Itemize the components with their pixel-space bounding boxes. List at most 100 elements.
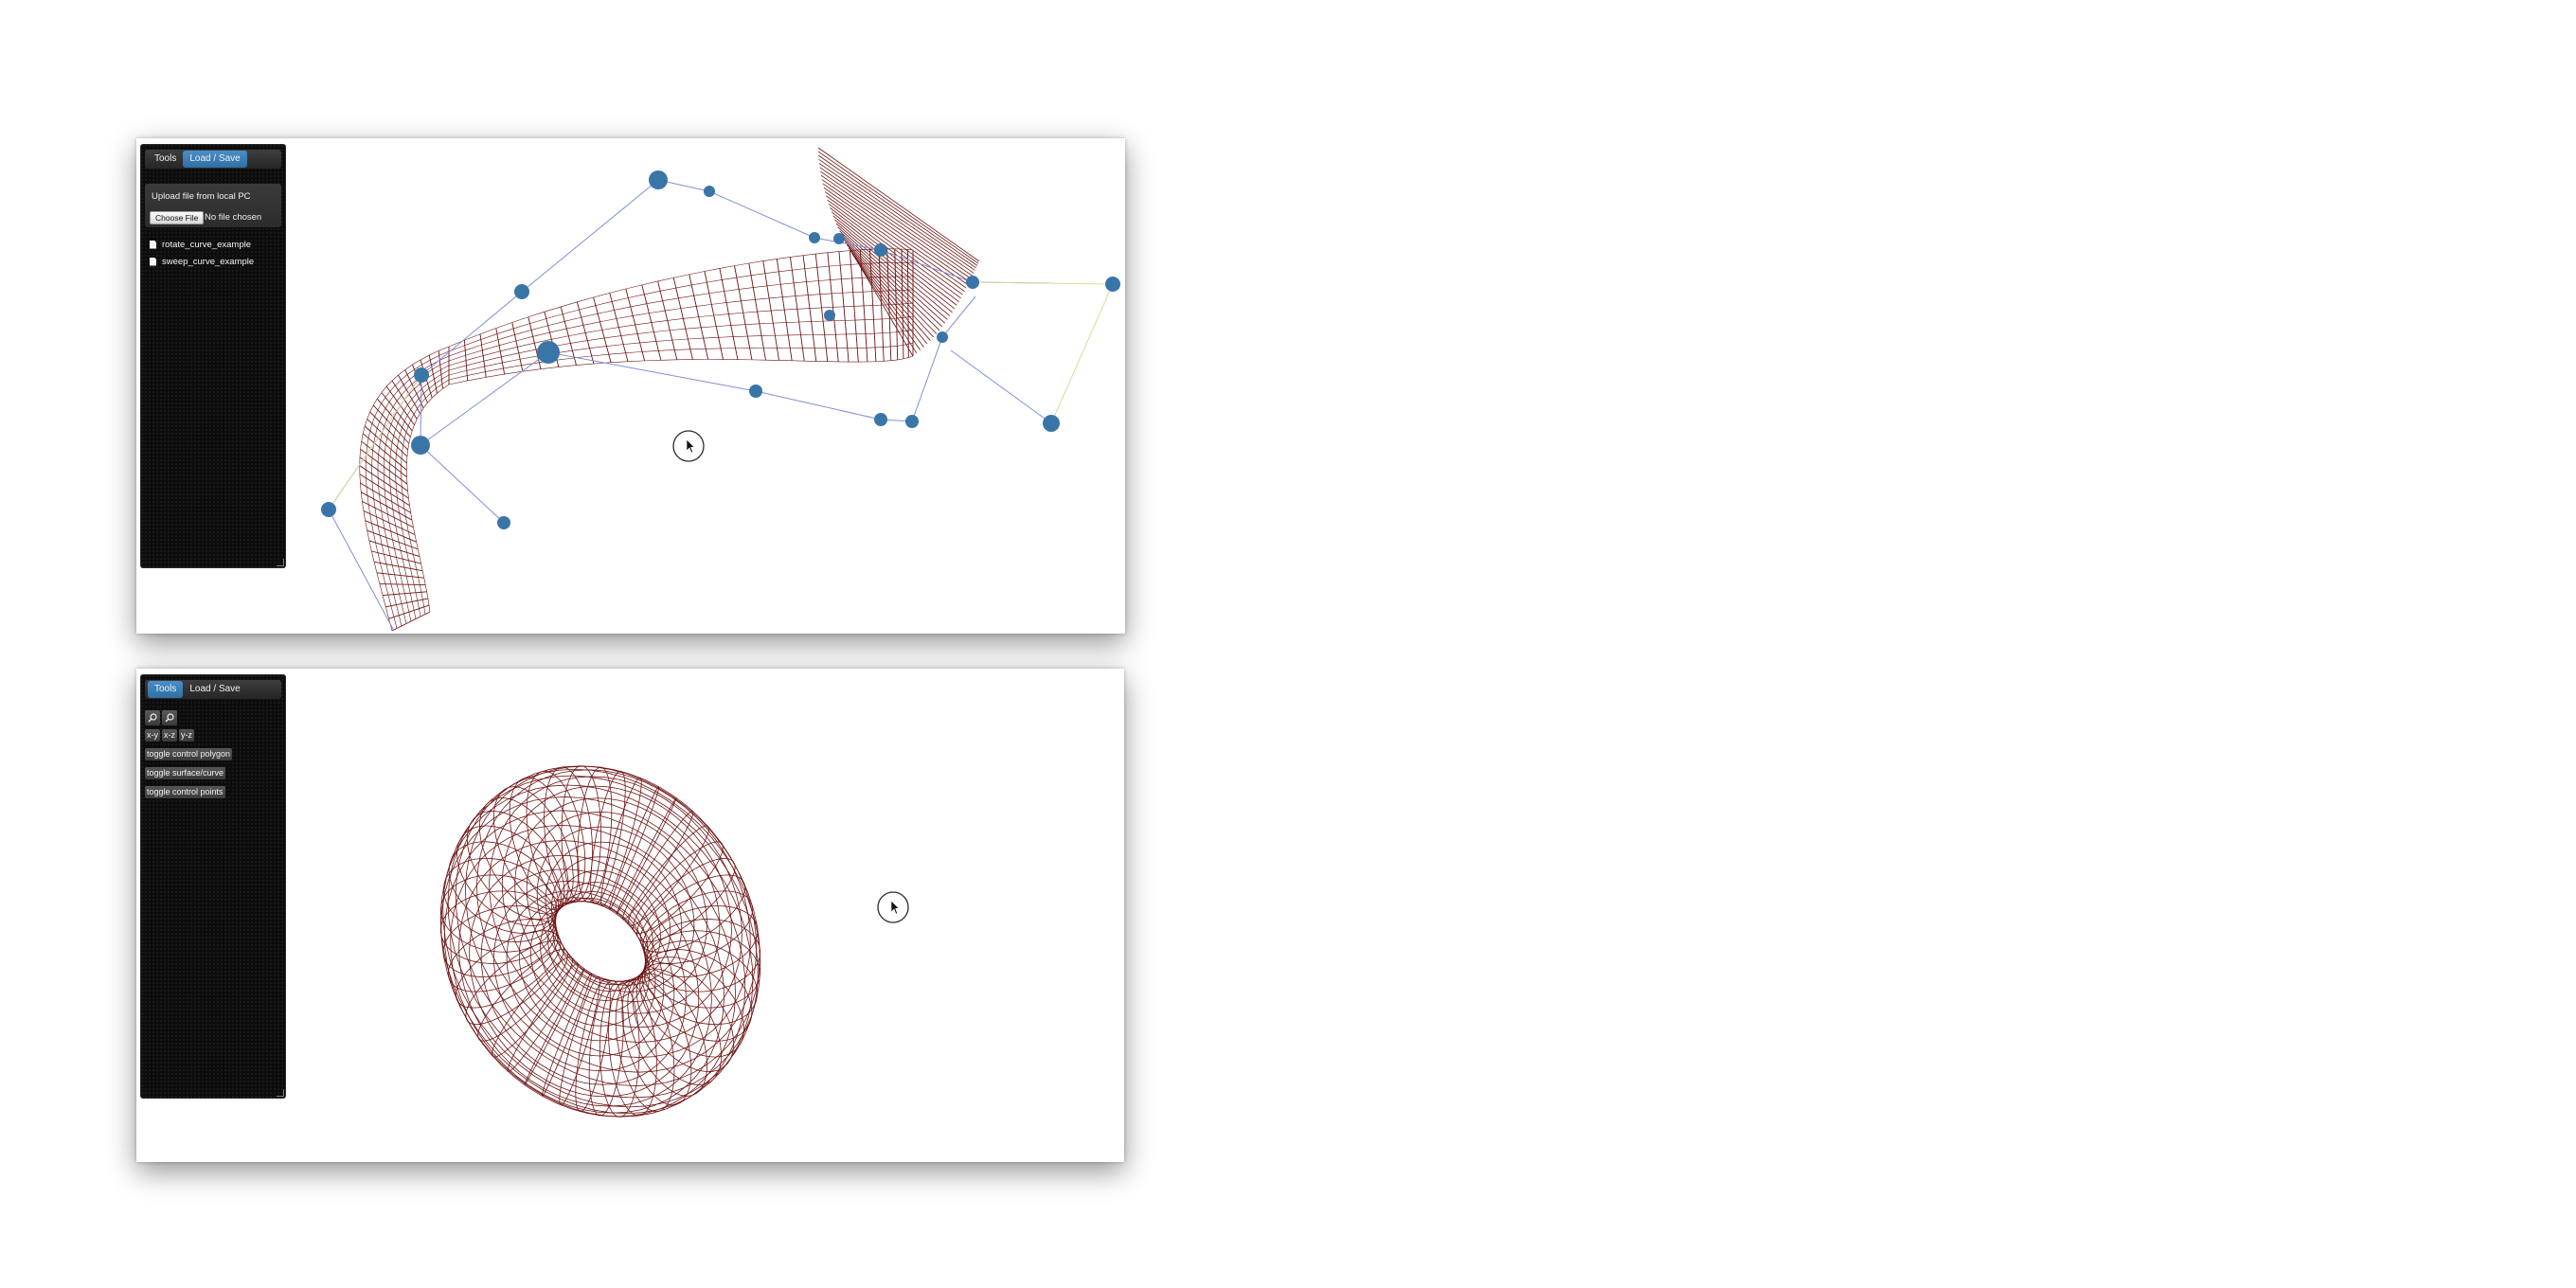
mesh-line xyxy=(568,848,576,852)
mesh-line xyxy=(486,841,495,844)
control-point[interactable] xyxy=(937,331,948,343)
mesh-line xyxy=(671,1099,687,1106)
mesh-line xyxy=(674,868,681,876)
mesh-line xyxy=(481,933,485,944)
mesh-line xyxy=(420,564,423,571)
sweep-surface-viewport[interactable] xyxy=(136,138,1125,634)
control-point[interactable] xyxy=(414,367,429,383)
mesh-line xyxy=(581,975,590,982)
control-point[interactable] xyxy=(704,186,715,197)
mesh-line xyxy=(524,991,531,1000)
control-point[interactable] xyxy=(874,413,887,426)
mesh-line xyxy=(558,802,568,808)
toggle-control-polygon-button[interactable]: toggle control polygon xyxy=(145,748,233,760)
mesh-line xyxy=(639,888,645,894)
mesh-line xyxy=(733,898,742,916)
control-point[interactable] xyxy=(966,276,979,289)
view-xy-button[interactable]: x-y xyxy=(145,729,160,742)
mesh-line xyxy=(503,906,508,920)
control-point[interactable] xyxy=(514,284,529,299)
mesh-line xyxy=(522,1021,536,1033)
mesh-line xyxy=(850,250,924,348)
mesh-line xyxy=(643,994,647,1001)
mesh-line xyxy=(624,919,630,925)
control-point[interactable] xyxy=(497,516,510,529)
mesh-line xyxy=(714,946,724,953)
mesh-line xyxy=(682,957,688,965)
mesh-line xyxy=(516,950,525,957)
rotation-surface-viewport[interactable] xyxy=(136,669,1124,1162)
file-item-sweep-curve[interactable]: sweep_curve_example xyxy=(150,256,254,267)
zoom-in-button[interactable] xyxy=(145,710,160,725)
control-point[interactable] xyxy=(809,232,820,243)
mesh-line xyxy=(568,1082,585,1090)
control-point[interactable] xyxy=(649,170,668,189)
mesh-line xyxy=(473,826,479,829)
control-point[interactable] xyxy=(411,436,430,455)
tab-load-save[interactable]: Load / Save xyxy=(189,684,241,694)
tab-tools[interactable]: Tools xyxy=(154,153,177,164)
zoom-out-button[interactable] xyxy=(162,710,177,725)
mesh-line xyxy=(583,785,600,790)
mesh-line xyxy=(535,1004,542,1011)
tab-load-save[interactable]: Load / Save xyxy=(183,151,247,168)
toggle-surface-curve-button[interactable]: toggle surface/curve xyxy=(145,767,226,779)
view-xz-button[interactable]: x-z xyxy=(162,729,177,742)
tab-tools[interactable]: Tools xyxy=(148,681,184,698)
mesh-line xyxy=(592,1064,608,1070)
mesh-line xyxy=(371,523,374,533)
control-point[interactable] xyxy=(749,385,762,398)
control-point[interactable] xyxy=(833,233,845,244)
mesh-line xyxy=(398,434,401,441)
mesh-line xyxy=(907,315,914,318)
control-point[interactable] xyxy=(321,502,336,517)
mesh-line xyxy=(599,811,610,814)
mesh-line xyxy=(652,928,659,939)
mesh-line xyxy=(588,899,597,902)
mesh-line xyxy=(602,985,607,992)
view-yz-button[interactable]: y-z xyxy=(179,729,194,742)
mesh-line xyxy=(657,277,674,282)
toggle-control-points-button[interactable]: toggle control points xyxy=(145,786,225,798)
resize-handle[interactable] xyxy=(277,1089,284,1097)
mesh-line xyxy=(599,1035,614,1040)
mesh-line xyxy=(586,1009,593,1011)
mesh-line xyxy=(402,438,405,446)
mesh-line xyxy=(625,1012,637,1014)
mesh-line xyxy=(581,1030,584,1042)
mesh-line xyxy=(574,1108,591,1114)
mesh-line xyxy=(509,936,518,941)
mesh-line xyxy=(714,894,719,906)
control-point[interactable] xyxy=(1043,415,1060,432)
mesh-line xyxy=(614,990,619,992)
mesh-line xyxy=(672,891,677,900)
mesh-line xyxy=(474,931,484,937)
mesh-line xyxy=(685,811,699,824)
mesh-line xyxy=(621,910,627,916)
mesh-line xyxy=(576,1062,579,1072)
mesh-line xyxy=(576,882,579,889)
control-point[interactable] xyxy=(905,415,919,428)
control-point[interactable] xyxy=(824,310,835,321)
mesh-line xyxy=(700,995,709,1005)
mesh-line xyxy=(546,892,555,896)
mesh-line xyxy=(501,960,510,968)
mesh-line xyxy=(613,1074,617,1084)
control-point[interactable] xyxy=(874,243,887,257)
mesh-line xyxy=(595,301,613,306)
mesh-line xyxy=(629,884,635,892)
choose-file-button[interactable]: Choose File xyxy=(150,211,205,224)
mesh-line xyxy=(416,542,419,549)
file-item-rotate-curve[interactable]: rotate_curve_example xyxy=(150,239,251,250)
mesh-line xyxy=(654,1096,662,1101)
mesh-line xyxy=(687,1036,693,1047)
mesh-line xyxy=(703,852,716,868)
mesh-line xyxy=(539,855,551,859)
resize-handle[interactable] xyxy=(277,559,284,566)
control-point[interactable] xyxy=(1105,277,1120,292)
mesh-line xyxy=(740,915,747,933)
mesh-line xyxy=(527,991,532,999)
mesh-line xyxy=(594,1110,598,1115)
mesh-line xyxy=(517,818,526,825)
control-point[interactable] xyxy=(537,341,560,364)
